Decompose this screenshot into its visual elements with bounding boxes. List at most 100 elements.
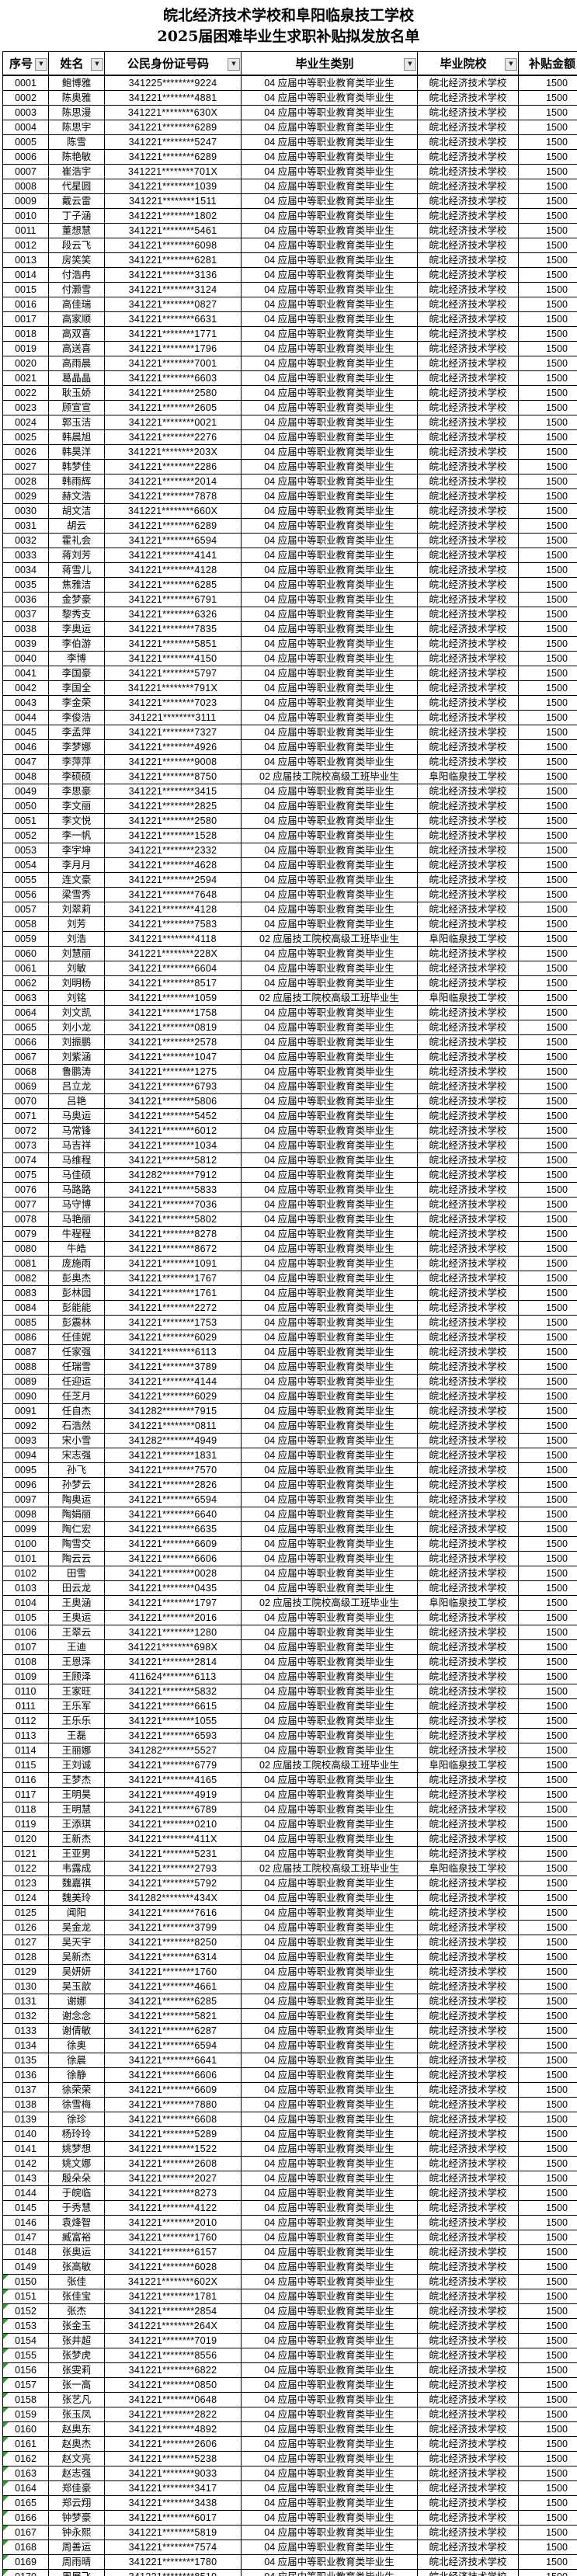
cell-school[interactable]: 皖北经济技术学校	[417, 1566, 519, 1581]
cell-amount[interactable]: 1500	[518, 400, 577, 415]
cell-amount[interactable]: 1500	[518, 1182, 577, 1198]
cell-school[interactable]: 皖北经济技术学校	[417, 1271, 519, 1286]
cell-amount[interactable]: 1500	[518, 341, 577, 356]
cell-category[interactable]: 04 应届中等职业教育类毕业生	[241, 370, 418, 386]
cell-id[interactable]: 341221********8250	[104, 1935, 242, 1950]
cell-name[interactable]: 魏美玲	[48, 1890, 105, 1906]
cell-amount[interactable]: 1500	[518, 1448, 577, 1463]
cell-category[interactable]: 04 应届中等职业教育类毕业生	[241, 607, 418, 622]
cell-amount[interactable]: 1500	[518, 193, 577, 209]
cell-category[interactable]: 04 应届中等职业教育类毕业生	[241, 1684, 418, 1699]
cell-name[interactable]: 顾宣宣	[48, 400, 105, 415]
cell-seq[interactable]: 0168	[2, 2539, 49, 2555]
cell-seq[interactable]: 0095	[2, 1462, 49, 1478]
cell-name[interactable]: 马吉祥	[48, 1138, 105, 1153]
cell-school[interactable]: 皖北经济技术学校	[417, 1167, 519, 1183]
cell-amount[interactable]: 1500	[518, 710, 577, 725]
cell-category[interactable]: 04 应届中等职业教育类毕业生	[241, 1507, 418, 1522]
cell-category[interactable]: 04 应届中等职业教育类毕业生	[241, 1330, 418, 1345]
cell-id[interactable]: 341221********6594	[104, 533, 242, 548]
cell-seq[interactable]: 0037	[2, 607, 49, 622]
cell-amount[interactable]: 1500	[518, 2289, 577, 2304]
cell-amount[interactable]: 1500	[518, 2421, 577, 2437]
cell-school[interactable]: 皖北经济技术学校	[417, 1064, 519, 1079]
cell-amount[interactable]: 1500	[518, 267, 577, 283]
cell-id[interactable]: 341221********6606	[104, 1551, 242, 1566]
cell-category[interactable]: 04 应届中等职业教育类毕业生	[241, 2230, 418, 2245]
cell-amount[interactable]: 1500	[518, 2008, 577, 2024]
cell-name[interactable]: 姚梦想	[48, 2141, 105, 2157]
cell-name[interactable]: 高雨晨	[48, 356, 105, 371]
cell-school[interactable]: 皖北经济技术学校	[417, 1330, 519, 1345]
cell-seq[interactable]: 0016	[2, 297, 49, 312]
cell-name[interactable]: 陶云云	[48, 1551, 105, 1566]
cell-seq[interactable]: 0033	[2, 548, 49, 563]
cell-seq[interactable]: 0150	[2, 2274, 49, 2289]
cell-seq[interactable]: 0115	[2, 1757, 49, 1773]
cell-amount[interactable]: 1500	[518, 385, 577, 401]
cell-name[interactable]: 陈雪	[48, 134, 105, 150]
cell-id[interactable]: 341221********1760	[104, 1964, 242, 1980]
cell-id[interactable]: 341221********6012	[104, 1123, 242, 1139]
cell-name[interactable]: 葛晶晶	[48, 370, 105, 386]
cell-amount[interactable]: 1500	[518, 725, 577, 740]
cell-id[interactable]: 341221********1797	[104, 1595, 242, 1611]
cell-name[interactable]: 牛皓	[48, 1241, 105, 1257]
cell-seq[interactable]: 0127	[2, 1935, 49, 1950]
cell-seq[interactable]: 0132	[2, 2008, 49, 2024]
cell-seq[interactable]: 0003	[2, 105, 49, 120]
cell-id[interactable]: 341221********698X	[104, 1639, 242, 1655]
cell-name[interactable]: 蒋雪儿	[48, 562, 105, 578]
cell-seq[interactable]: 0152	[2, 2303, 49, 2319]
cell-name[interactable]: 赵志强	[48, 2466, 105, 2481]
cell-category[interactable]: 04 应届中等职业教育类毕业生	[241, 680, 418, 696]
cell-id[interactable]: 341221********1034	[104, 1138, 242, 1153]
cell-name[interactable]: 任自杰	[48, 1403, 105, 1419]
cell-seq[interactable]: 0061	[2, 961, 49, 976]
cell-id[interactable]: 411624********6113	[104, 1669, 242, 1684]
cell-seq[interactable]: 0005	[2, 134, 49, 150]
cell-id[interactable]: 341221********7574	[104, 2539, 242, 2555]
cell-name[interactable]: 李金荣	[48, 695, 105, 711]
cell-school[interactable]: 皖北经济技术学校	[417, 1625, 519, 1640]
cell-school[interactable]: 皖北经济技术学校	[417, 961, 519, 976]
cell-seq[interactable]: 0025	[2, 429, 49, 445]
cell-name[interactable]: 李宇坤	[48, 843, 105, 858]
cell-id[interactable]: 341221********5238	[104, 2451, 242, 2466]
cell-school[interactable]: 皖北经济技术学校	[417, 2451, 519, 2466]
cell-name[interactable]: 彭林园	[48, 1285, 105, 1301]
cell-category[interactable]: 04 应届中等职业教育类毕业生	[241, 636, 418, 652]
cell-id[interactable]: 341221********2010	[104, 2215, 242, 2230]
cell-category[interactable]: 04 应届中等职业教育类毕业生	[241, 415, 418, 430]
cell-amount[interactable]: 1500	[518, 2126, 577, 2142]
cell-amount[interactable]: 1500	[518, 695, 577, 711]
cell-name[interactable]: 周雨晴	[48, 2554, 105, 2570]
cell-name[interactable]: 王奥运	[48, 1610, 105, 1625]
cell-category[interactable]: 04 应届中等职业教育类毕业生	[241, 621, 418, 637]
cell-id[interactable]: 341221********7019	[104, 2333, 242, 2348]
cell-category[interactable]: 04 应届中等职业教育类毕业生	[241, 1566, 418, 1581]
cell-amount[interactable]: 1500	[518, 2185, 577, 2201]
cell-amount[interactable]: 1500	[518, 1226, 577, 1242]
cell-category[interactable]: 04 应届中等职业教育类毕业生	[241, 1344, 418, 1360]
cell-seq[interactable]: 0045	[2, 725, 49, 740]
cell-id[interactable]: 341221********0028	[104, 1566, 242, 1581]
cell-seq[interactable]: 0090	[2, 1389, 49, 1404]
cell-seq[interactable]: 0084	[2, 1300, 49, 1316]
cell-id[interactable]: 341221********411X	[104, 1831, 242, 1847]
cell-amount[interactable]: 1500	[518, 238, 577, 253]
cell-amount[interactable]: 1500	[518, 2038, 577, 2053]
cell-id[interactable]: 341221********9033	[104, 2466, 242, 2481]
cell-seq[interactable]: 0031	[2, 518, 49, 534]
cell-amount[interactable]: 1500	[518, 2067, 577, 2083]
cell-category[interactable]: 04 应届中等职业教育类毕业生	[241, 1374, 418, 1389]
cell-school[interactable]: 皖北经济技术学校	[417, 2318, 519, 2334]
cell-amount[interactable]: 1500	[518, 931, 577, 947]
cell-seq[interactable]: 0002	[2, 90, 49, 106]
cell-seq[interactable]: 0149	[2, 2259, 49, 2275]
cell-seq[interactable]: 0004	[2, 120, 49, 135]
cell-name[interactable]: 王乐军	[48, 1698, 105, 1714]
cell-id[interactable]: 341221********5231	[104, 1846, 242, 1862]
cell-seq[interactable]: 0147	[2, 2230, 49, 2245]
cell-category[interactable]: 04 应届中等职业教育类毕业生	[241, 341, 418, 356]
